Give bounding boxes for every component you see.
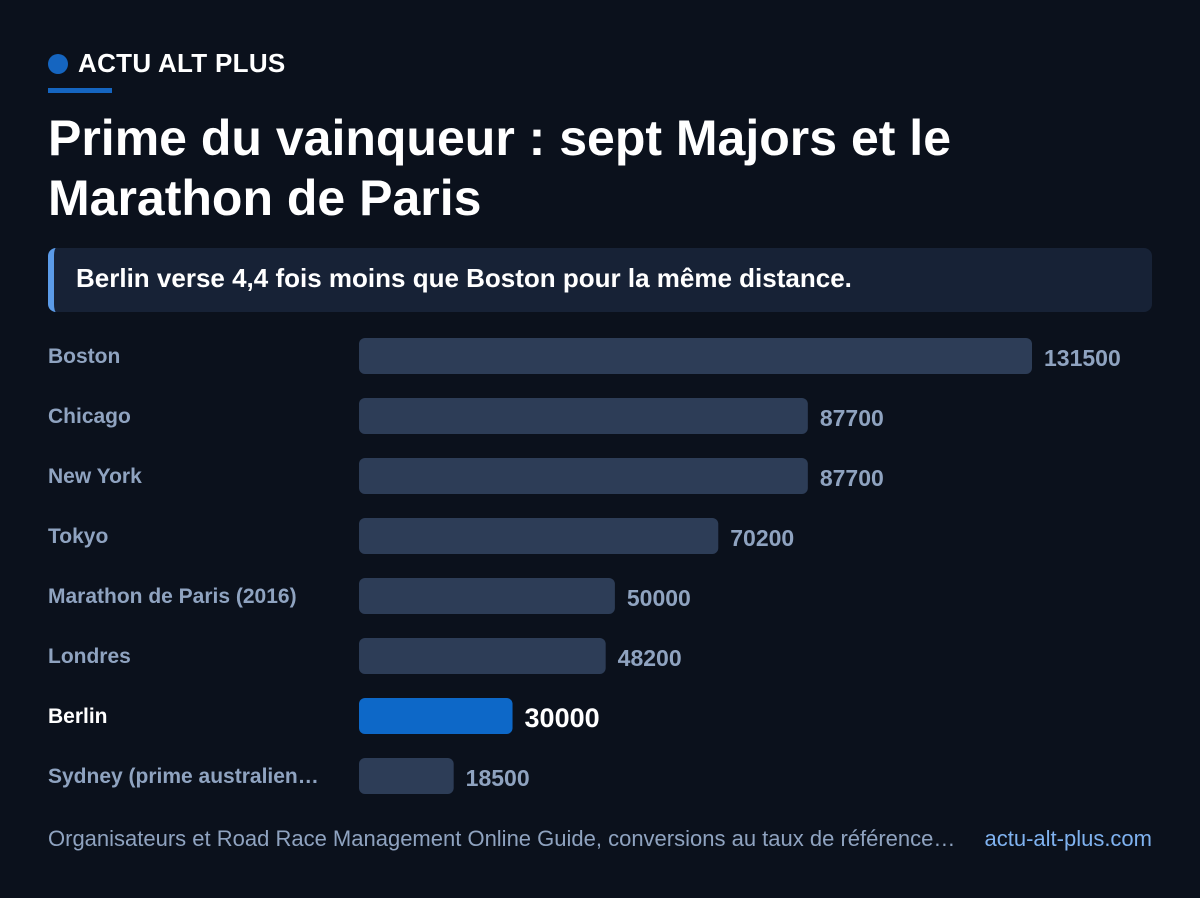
brand-name: ACTU ALT PLUS [78,48,286,78]
bar [359,578,615,614]
bar [359,398,808,434]
bar [359,758,454,794]
bar-row: Boston 131500 [48,338,1121,374]
value-label: 87700 [820,405,884,431]
bar [359,698,513,734]
category-label: Berlin [48,705,108,728]
value-label: 18500 [466,765,530,791]
value-label: 131500 [1044,345,1121,371]
brand: ACTU ALT PLUS [48,48,286,79]
bar-row: Sydney (prime australien… 18500 [48,758,530,794]
category-label: Sydney (prime australien… [48,765,319,788]
bar-row: Chicago 87700 [48,398,884,434]
source-note: Organisateurs et Road Race Management On… [48,826,956,851]
category-label: Chicago [48,405,131,428]
bar-row: Marathon de Paris (2016) 50000 [48,578,691,614]
bar-row: Berlin 30000 [48,698,600,734]
bar-row: New York 87700 [48,458,884,494]
brand-underline [48,88,112,93]
bar [359,338,1032,374]
value-label: 30000 [525,703,600,733]
bar-row: Tokyo 70200 [48,518,794,554]
bar-row: Londres 48200 [48,638,682,674]
bar [359,638,606,674]
callout-text: Berlin verse 4,4 fois moins que Boston p… [76,263,852,293]
value-label: 70200 [730,525,794,551]
brand-dot-icon [48,53,68,74]
bar-chart: Boston 131500 Chicago 87700 New York 87700 Tok… [48,338,1121,794]
callout-box: Berlin verse 4,4 fois moins que Boston p… [48,248,1152,312]
category-label: Londres [48,645,131,668]
value-label: 87700 [820,465,884,491]
category-label: Tokyo [48,525,108,548]
bar [359,458,808,494]
category-label: Marathon de Paris (2016) [48,585,297,608]
category-label: Boston [48,345,120,368]
site-link[interactable]: actu-alt-plus.com [984,826,1152,851]
bar [359,518,719,554]
value-label: 48200 [618,645,682,671]
value-label: 50000 [627,585,691,611]
page-title: Prime du vainqueur : sept Majors et le M… [48,110,952,226]
category-label: New York [48,465,142,488]
